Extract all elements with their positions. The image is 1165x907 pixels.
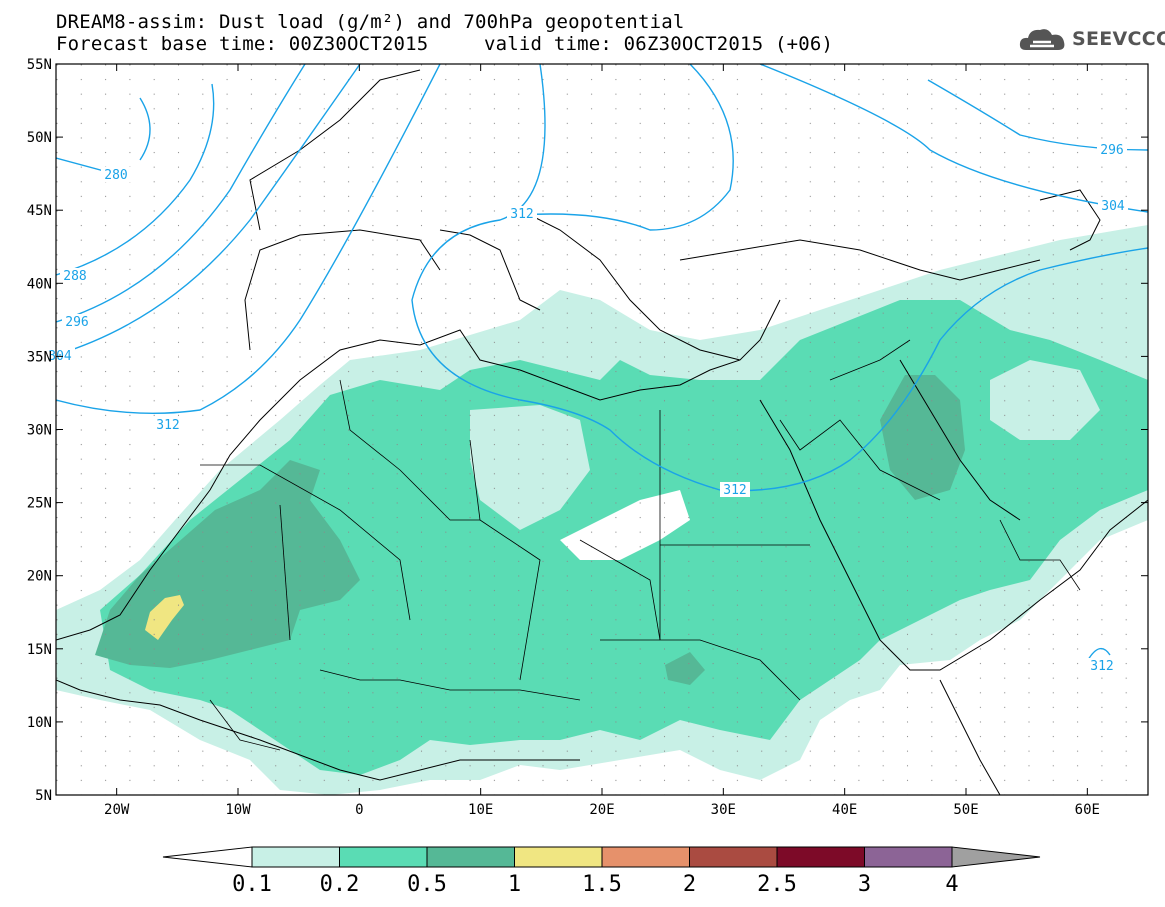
colorbar-box [601,846,690,868]
coastlines [56,69,1148,795]
contour-312-main [411,64,1148,492]
base-time: Forecast base time: 00Z30OCT2015 [56,33,429,55]
contour-label: 288 [63,269,86,284]
colorbar-label: 2 [683,872,696,897]
contour-label: 312 [723,483,746,498]
lat-label: 20N [27,569,52,585]
logo-text: SEEVCCC [1072,28,1165,50]
contour-label-bg [62,314,92,329]
lon-label: 20E [589,802,614,818]
forecast-times: Forecast base time: 00Z30OCT2015 valid ti… [56,33,833,55]
lat-label: 35N [27,349,52,365]
colorbar-label: 4 [945,872,958,897]
lat-label: 25N [27,496,52,512]
lat-label: 15N [27,642,52,658]
contour-label-bg [45,348,75,363]
colorbar-box [426,846,515,868]
contour-label-bg [1098,198,1128,213]
lon-label: 10E [468,802,493,818]
lon-label: 10W [225,802,251,818]
contour-label-bg [153,417,183,432]
contour-288 [56,83,215,276]
colorbar-label: 3 [858,872,871,897]
contour-label: 296 [1100,143,1123,158]
lat-label: 30N [27,423,52,439]
contour-label-bg [720,482,750,497]
contour-label: 312 [1090,659,1113,674]
valid-time: valid time: 06Z30OCT2015 (+06) [484,33,834,55]
contour-label: 304 [1101,199,1125,214]
contour-label-bg [101,167,131,182]
colorbar: 0.1 0.2 0.5 1 1.5 2 2.5 3 4 [162,846,1041,897]
lat-label: 55N [27,57,52,73]
contour-304-west [56,64,361,356]
colorbar-box [776,846,865,868]
lat-label: 45N [27,203,52,219]
contour-label-bg [60,268,90,283]
lon-label: 20W [104,802,130,818]
logo: SEEVCCC [1018,24,1165,54]
lat-label: 10N [27,715,52,731]
contour-label-bg [1097,142,1127,157]
lon-label: 60E [1075,802,1100,818]
cloud-icon [1019,29,1065,50]
colorbar-box [339,846,428,868]
lat-label: 5N [35,788,52,804]
contour-label-bg [1087,658,1117,673]
colorbar-label: 0.5 [407,872,447,897]
contour-label: 280 [104,168,127,183]
colorbar-box [689,846,778,868]
grid-dots [56,64,1148,795]
contour-label: 312 [510,207,533,222]
country-borders [200,339,1081,751]
contour-296-west [56,64,306,323]
colorbar-label: 1 [508,872,521,897]
colorbar-label: 2.5 [757,872,797,897]
lat-label: 40N [27,276,52,292]
contour-label: 312 [156,418,179,433]
colorbar-under-triangle [162,846,253,868]
lon-label: 40E [832,802,857,818]
map-axes: 20W 10W 0 10E 20E 30E 40E 50E 60E 55N 50N 45N 40N 35N… [27,57,1148,818]
colorbar-box [864,846,953,868]
colorbar-label: 1.5 [582,872,622,897]
lat-label: 50N [27,130,52,146]
contour-312-east [1087,647,1111,661]
colorbar-label: 0.2 [320,872,360,897]
lon-label: 50E [953,802,978,818]
colorbar-box [514,846,603,868]
contour-label-bg [507,206,537,221]
colorbar-label: 0.1 [232,872,272,897]
contour-label: 296 [65,315,88,330]
lon-label: 30E [711,802,736,818]
contour-304-east [759,64,1148,213]
colorbar-over-triangle [951,846,1041,868]
contour-312-balkans [519,64,734,231]
contour-312-west [56,64,441,415]
colorbar-box [251,846,340,868]
map-title: DREAM8-assim: Dust load (g/m²) and 700hP… [56,11,685,33]
lon-label: 0 [355,802,363,818]
geopotential-contours [56,64,1148,661]
